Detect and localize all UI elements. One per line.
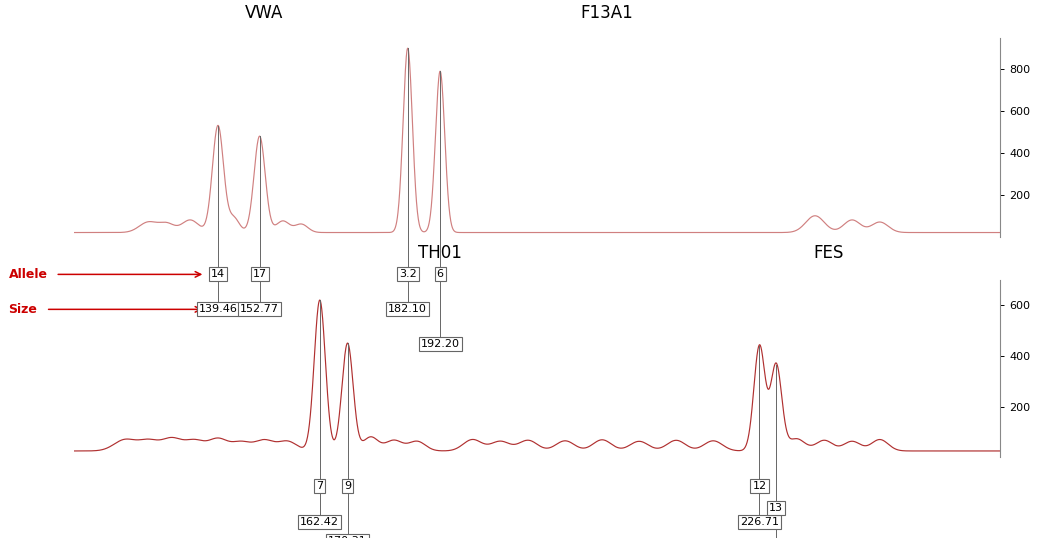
Text: Size: Size [9, 303, 37, 316]
Text: FES: FES [814, 244, 844, 262]
Text: 6: 6 [436, 270, 444, 279]
Text: 226.71: 226.71 [739, 517, 779, 527]
Text: 192.20: 192.20 [420, 339, 460, 349]
Text: TH01: TH01 [418, 244, 462, 262]
Text: 139.46: 139.46 [199, 305, 237, 314]
Text: 12: 12 [752, 481, 766, 491]
Text: 14: 14 [211, 270, 225, 279]
Text: 3.2: 3.2 [399, 270, 417, 279]
Text: 13: 13 [769, 504, 783, 513]
Text: 170.31: 170.31 [328, 536, 367, 538]
Text: 17: 17 [252, 270, 267, 279]
Text: 182.10: 182.10 [388, 305, 427, 314]
Text: 152.77: 152.77 [240, 305, 279, 314]
Text: Allele: Allele [9, 268, 48, 281]
Text: 162.42: 162.42 [300, 517, 339, 527]
Text: 7: 7 [316, 481, 323, 491]
Text: F13A1: F13A1 [580, 4, 633, 22]
Text: 9: 9 [344, 481, 351, 491]
Text: VWA: VWA [245, 4, 283, 22]
